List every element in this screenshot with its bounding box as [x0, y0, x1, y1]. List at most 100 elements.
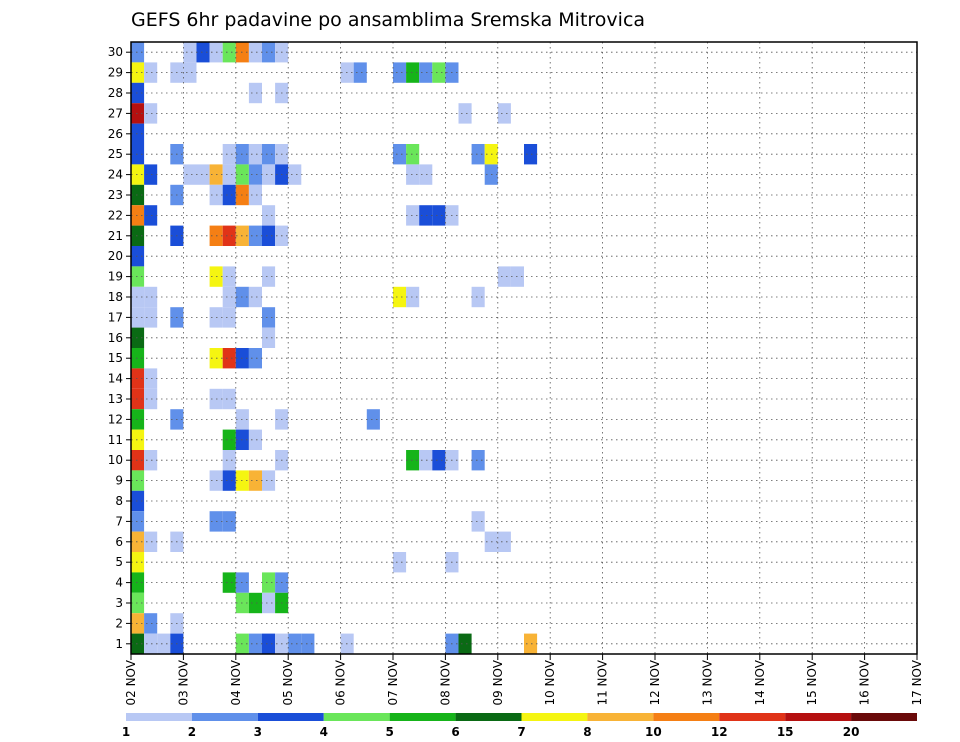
- heatmap-cell: [248, 82, 262, 104]
- x-tick-label: 02 NOV: [124, 659, 138, 705]
- heatmap-cell: [262, 144, 276, 165]
- x-tick-label: 07 NOV: [386, 659, 400, 705]
- y-tick-label: 11: [108, 433, 123, 447]
- heatmap-cell: [406, 144, 420, 165]
- heatmap-cell: [393, 552, 407, 573]
- heatmap-cell: [222, 429, 236, 450]
- heatmap-cell: [353, 62, 367, 83]
- heatmap-cell: [432, 450, 446, 471]
- heatmap-cell: [144, 164, 158, 185]
- heatmap-cell: [144, 613, 158, 634]
- heatmap-cell: [432, 62, 446, 83]
- heatmap-cell: [262, 327, 276, 348]
- heatmap-cell: [524, 633, 538, 654]
- y-tick-label: 10: [108, 453, 123, 467]
- heatmap-cell: [301, 633, 315, 654]
- heatmap-cell: [131, 572, 145, 593]
- colorbar-label: 6: [451, 725, 459, 739]
- heatmap-cell: [366, 409, 380, 430]
- heatmap-cell: [248, 164, 262, 185]
- y-tick-label: 21: [108, 229, 123, 243]
- heatmap-cell: [497, 531, 511, 552]
- heatmap-cell: [406, 286, 420, 308]
- heatmap-cell: [131, 246, 145, 267]
- heatmap-cell: [248, 42, 262, 63]
- heatmap-cell: [183, 42, 197, 63]
- y-tick-label: 16: [108, 331, 123, 345]
- heatmap-cell: [471, 286, 485, 308]
- heatmap-cell: [144, 286, 158, 308]
- y-tick-label: 9: [115, 474, 123, 488]
- heatmap-cells: [131, 42, 538, 654]
- heatmap-cell: [471, 511, 485, 532]
- colorbar-swatch: [587, 713, 654, 721]
- heatmap-cell: [131, 225, 145, 246]
- heatmap-cell: [248, 429, 262, 450]
- heatmap-cell: [131, 552, 145, 573]
- heatmap-cell: [262, 592, 276, 614]
- heatmap-cell: [222, 164, 236, 185]
- y-tick-label: 14: [108, 372, 123, 386]
- heatmap-cell: [262, 164, 276, 185]
- chart-title: GEFS 6hr padavine po ansamblima Sremska …: [131, 9, 645, 31]
- colorbar-label: 10: [645, 725, 662, 739]
- heatmap-cell: [393, 62, 407, 83]
- heatmap-cell: [248, 225, 262, 246]
- heatmap-cell: [248, 470, 262, 491]
- heatmap-cell: [222, 470, 236, 491]
- heatmap-cell: [131, 123, 145, 144]
- y-axis: 1234567891011121314151617181920212223242…: [108, 45, 131, 651]
- x-tick-label: 17 NOV: [910, 659, 924, 705]
- y-tick-label: 25: [108, 147, 123, 161]
- colorbar: 1 2 3 4 5 6 7 8 10 12 15 20: [122, 713, 917, 739]
- heatmap-cell: [131, 307, 145, 328]
- heatmap-cell: [419, 62, 433, 83]
- y-tick-label: 13: [108, 392, 123, 406]
- heatmap-cell: [222, 144, 236, 165]
- heatmap-cell: [131, 144, 145, 165]
- heatmap-cell: [288, 633, 302, 654]
- heatmap-cell: [144, 450, 158, 471]
- x-tick-label: 06 NOV: [334, 659, 348, 705]
- colorbar-swatch: [126, 713, 192, 721]
- heatmap-cell: [393, 286, 407, 308]
- heatmap-cell: [262, 633, 276, 654]
- y-tick-label: 30: [108, 45, 123, 59]
- y-tick-label: 6: [115, 535, 123, 549]
- heatmap-cell: [497, 266, 511, 287]
- colorbar-label: 4: [320, 725, 328, 739]
- grid-lines: [131, 42, 917, 654]
- x-tick-label: 09 NOV: [491, 659, 505, 705]
- colorbar-swatch: [521, 713, 588, 721]
- y-tick-label: 24: [108, 168, 123, 182]
- y-tick-label: 12: [108, 412, 123, 426]
- heatmap-cell: [183, 62, 197, 83]
- heatmap-cell: [497, 103, 511, 124]
- heatmap-cell: [222, 184, 236, 206]
- heatmap-cell: [222, 572, 236, 593]
- y-tick-label: 15: [108, 351, 123, 365]
- colorbar-swatch: [851, 713, 917, 721]
- heatmap-cell: [222, 266, 236, 287]
- heatmap-cell: [419, 450, 433, 471]
- heatmap-cell: [144, 103, 158, 124]
- heatmap-cell: [406, 164, 420, 185]
- heatmap-cell: [393, 144, 407, 165]
- colorbar-swatch: [653, 713, 720, 721]
- heatmap-cell: [144, 62, 158, 83]
- heatmap-cell: [262, 205, 276, 226]
- y-tick-label: 2: [115, 616, 123, 630]
- x-tick-label: 12 NOV: [648, 659, 662, 705]
- colorbar-label: 3: [254, 725, 262, 739]
- x-tick-label: 08 NOV: [438, 659, 452, 705]
- x-axis: 02 NOV 03 NOV 04 NOV 05 NOV 06 NOV 07 NOV 08 N…: [124, 654, 924, 706]
- x-tick-label: 04 NOV: [229, 659, 243, 705]
- y-tick-label: 19: [108, 270, 123, 284]
- x-tick-label: 13 NOV: [700, 659, 714, 705]
- heatmap-cell: [222, 42, 236, 63]
- heatmap-cell: [131, 42, 145, 63]
- heatmap-cell: [131, 266, 145, 287]
- heatmap-cell: [131, 164, 145, 185]
- heatmap-cell: [471, 144, 485, 165]
- heatmap-cell: [471, 450, 485, 471]
